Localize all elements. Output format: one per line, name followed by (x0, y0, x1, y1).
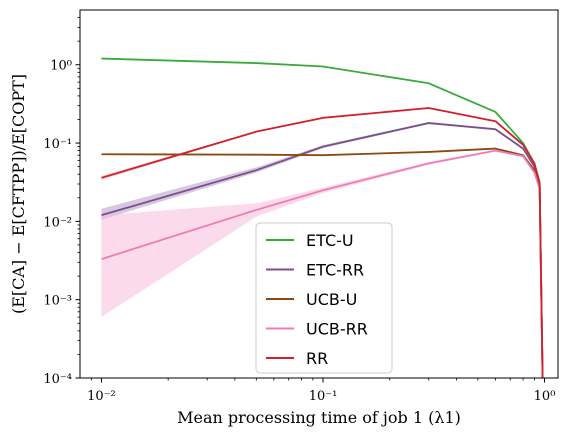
y-axis-ticks: 10⁻⁴ 10⁻³ 10⁻² 10⁻¹ 10⁰ (43, 17, 80, 387)
y-tick-label: 10⁻² (43, 215, 72, 230)
legend-label-ucb-u: UCB-U (306, 290, 357, 309)
band-ucb-rr (101, 149, 543, 378)
x-tick-label: 10⁻¹ (309, 389, 338, 404)
y-tick-label: 10⁰ (50, 59, 72, 74)
legend: ETC-U ETC-RR UCB-U UCB-RR RR (255, 222, 393, 374)
y-tick-label: 10⁻⁴ (43, 372, 72, 387)
band-etc-rr (101, 121, 543, 378)
x-tick-label: 10⁰ (534, 389, 556, 404)
line-rr (101, 107, 544, 378)
y-axis-label: (E[CA] − E[CFTPP])/E[COPT] (9, 74, 28, 314)
legend-label-ucb-rr: UCB-RR (306, 320, 368, 339)
legend-label-etc-rr: ETC-RR (306, 261, 364, 280)
plot-frame (79, 9, 559, 379)
legend-label-rr: RR (306, 349, 328, 368)
y-tick-label: 10⁻³ (43, 294, 72, 309)
legend-box (255, 222, 393, 374)
series-lines (101, 57, 544, 378)
x-axis-label: Mean processing time of job 1 (λ1) (177, 408, 461, 427)
x-tick-label: 10⁻² (87, 389, 116, 404)
legend-label-etc-u: ETC-U (306, 231, 354, 250)
y-tick-label: 10⁻¹ (43, 137, 72, 152)
line-ucb-rr (101, 149, 544, 378)
confidence-bands (101, 107, 543, 378)
x-axis-ticks: 10⁻² 10⁻¹ 10⁰ (87, 378, 555, 404)
